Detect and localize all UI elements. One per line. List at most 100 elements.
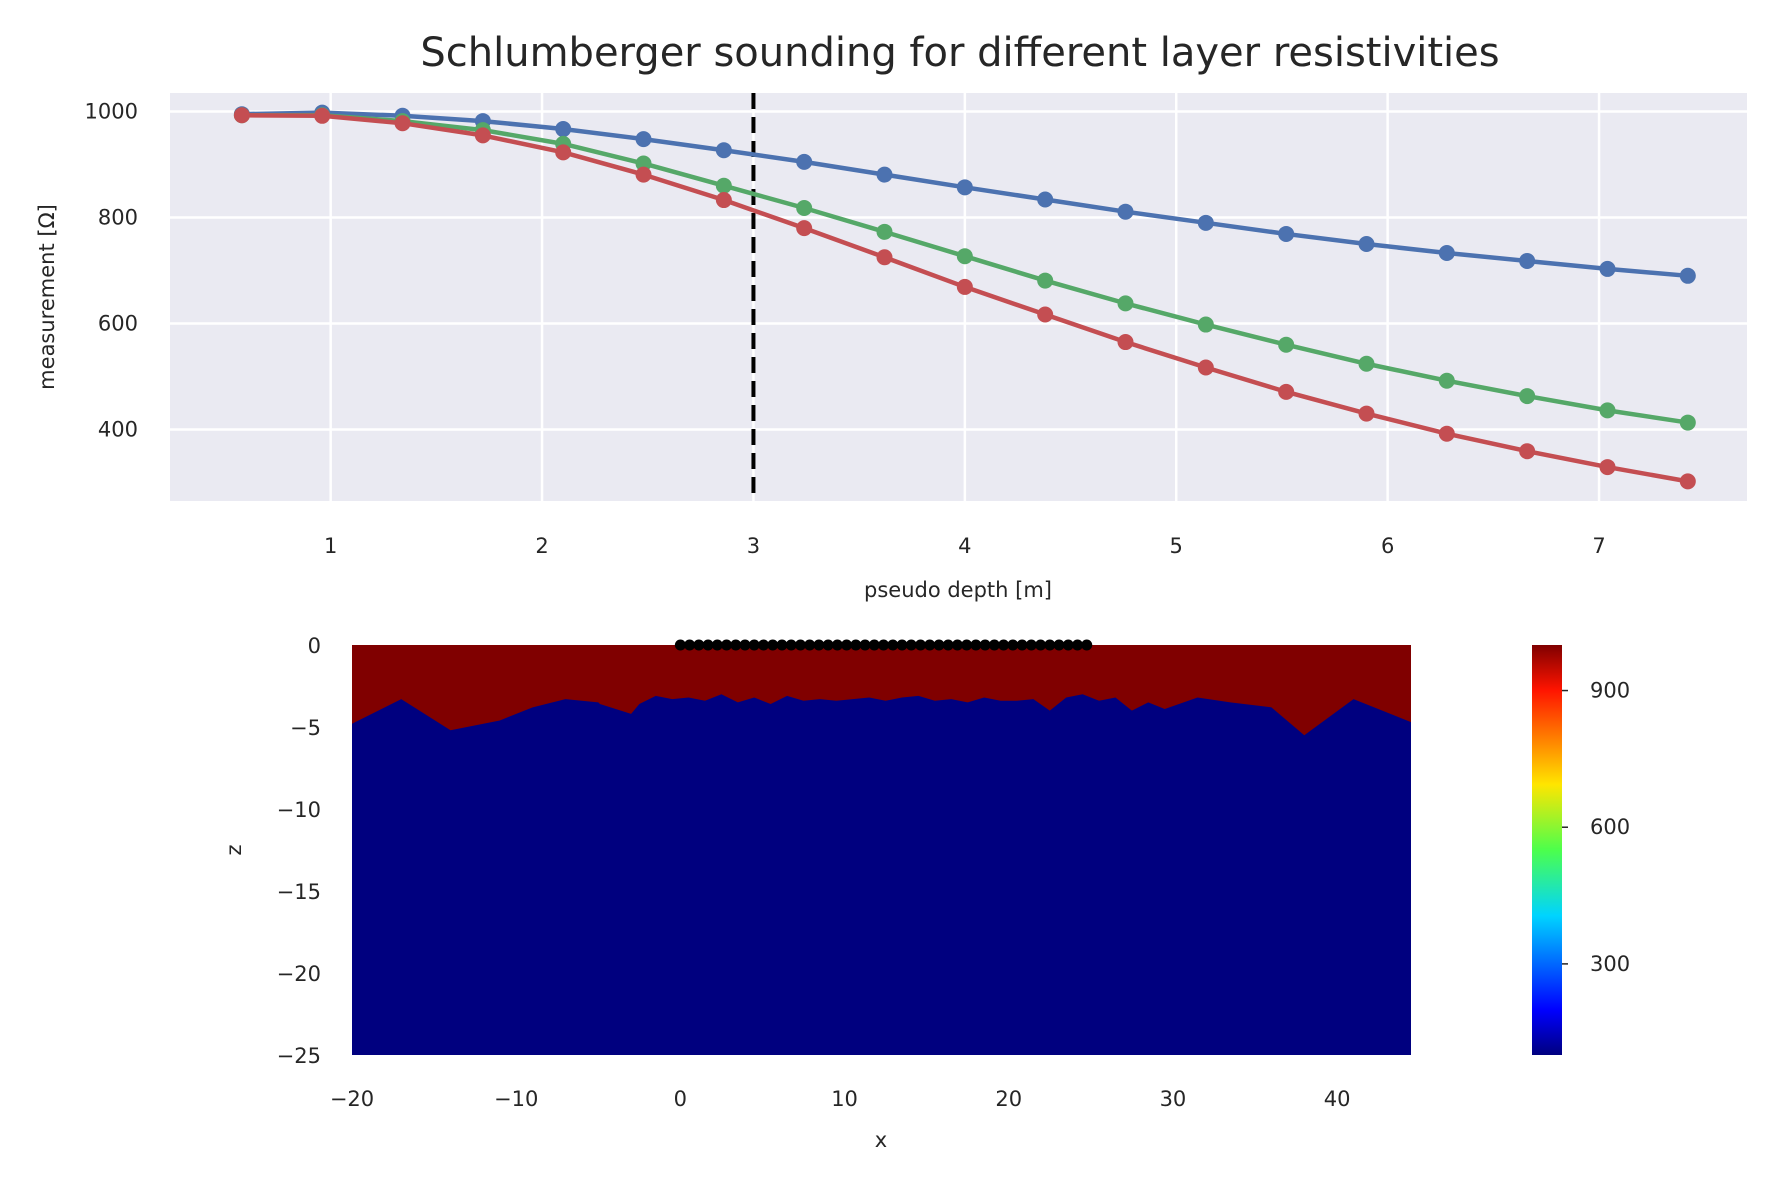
electrode-point [1007,639,1019,651]
series-1-point [555,121,572,138]
electrode-point [859,639,871,651]
electrode-point [933,639,945,651]
series-1-point [715,142,732,159]
electrode-point [739,639,751,651]
sounding-x-tick-label: 2 [535,534,548,558]
electrode-point [730,639,742,651]
electrode-point [905,639,917,651]
electrode-point [804,639,816,651]
colorbar-tick-label: 600 [1590,815,1630,839]
electrode-point [878,639,890,651]
model-x-tick-labels: −20 −10 0 10 20 30 40 [330,1087,1351,1111]
series-1-point [1679,267,1696,284]
electrode-point [767,639,779,651]
model-x-tick-label: 40 [1324,1087,1351,1111]
colorbar-tick-labels: 300 600 900 [1562,679,1630,976]
series-3-point [956,278,973,295]
series-2-point [876,223,893,240]
model-y-tick-label: 0 [308,634,321,658]
electrode-point [979,639,991,651]
model-x-tick-label: 20 [995,1087,1022,1111]
model-x-tick-label: −10 [494,1087,538,1111]
electrode-point [693,639,705,651]
electrode-point [970,639,982,651]
colorbar-tick-label: 300 [1590,952,1630,976]
electrode-point [1035,639,1047,651]
series-1-point [1438,245,1455,262]
model-y-tick-label: −25 [277,1044,321,1068]
electrode-point [1081,639,1093,651]
series-3-point [796,220,813,237]
model-y-tick-label: −15 [277,880,321,904]
sounding-y-tick-label: 800 [98,206,138,230]
series-1-point [1358,236,1375,253]
electrode-point [988,639,1000,651]
electrode-point [841,639,853,651]
series-2-point [956,248,973,265]
electrode-point [702,639,714,651]
electrode-point [684,639,696,651]
series-3-point [1358,405,1375,422]
sounding-x-tick-label: 5 [1170,534,1183,558]
electrode-point [924,639,936,651]
colorbar [1532,645,1562,1055]
series-1-point [1197,214,1214,231]
sounding-y-tick-label: 1000 [85,100,138,124]
series-1-point [1599,260,1616,277]
electrode-point [1044,639,1056,651]
series-2-point [1358,355,1375,372]
sounding-y-tick-labels: 400 600 800 1000 [85,100,138,442]
sounding-x-tick-label: 3 [747,534,760,558]
series-1-point [796,153,813,170]
series-2-point [1599,402,1616,419]
series-3-point [876,249,893,266]
electrode-point [721,639,733,651]
series-1-point [635,131,652,148]
series-3-point [1519,443,1536,460]
series-2-point [1197,316,1214,333]
series-3-point [1599,459,1616,476]
electrode-point [1025,639,1037,651]
model-y-tick-labels: 0 −5 −10 −15 −20 −25 [277,634,321,1068]
electrode-point [1053,639,1065,651]
electrode-point [711,639,723,651]
electrode-point [914,639,926,651]
electrode-point [850,639,862,651]
electrode-point [1071,639,1083,651]
electrode-point [896,639,908,651]
series-3-point [1117,334,1134,351]
electrode-point [961,639,973,651]
sounding-x-tick-labels: 1 2 3 4 5 6 7 [324,534,1606,558]
series-2-point [796,199,813,216]
series-1-point [1037,191,1054,208]
sounding-x-axis-label: pseudo depth [m] [864,578,1052,602]
electrode-point [776,639,788,651]
series-3-point [1679,473,1696,490]
model-x-tick-label: 0 [674,1087,687,1111]
electrode-array [674,639,1093,651]
electrode-point [813,639,825,651]
series-1-point [1278,225,1295,242]
sounding-plot-area [170,93,1747,501]
model-x-tick-label: 10 [831,1087,858,1111]
series-2-point [1519,388,1536,405]
model-y-tick-label: −10 [277,798,321,822]
electrode-point [831,639,843,651]
electrode-point [794,639,806,651]
series-2-point [1117,295,1134,312]
series-3-point [233,107,250,124]
chart-title: Schlumberger sounding for different laye… [420,30,1499,76]
series-2-point [715,177,732,194]
series-2-point [635,155,652,172]
series-3-point [1037,306,1054,323]
sounding-y-tick-label: 600 [98,311,138,335]
sounding-chart: Schlumberger sounding for different laye… [35,30,1747,602]
model-x-tick-label: −20 [330,1087,374,1111]
series-3-point [1438,425,1455,442]
electrode-point [1062,639,1074,651]
series-2-point [1278,336,1295,353]
model-section-chart: −20 −10 0 10 20 30 40 0 −5 −10 −15 −20 −25 x z 300 6… [222,634,1630,1152]
model-y-axis-label: z [222,844,246,855]
sounding-grid [170,93,1747,501]
